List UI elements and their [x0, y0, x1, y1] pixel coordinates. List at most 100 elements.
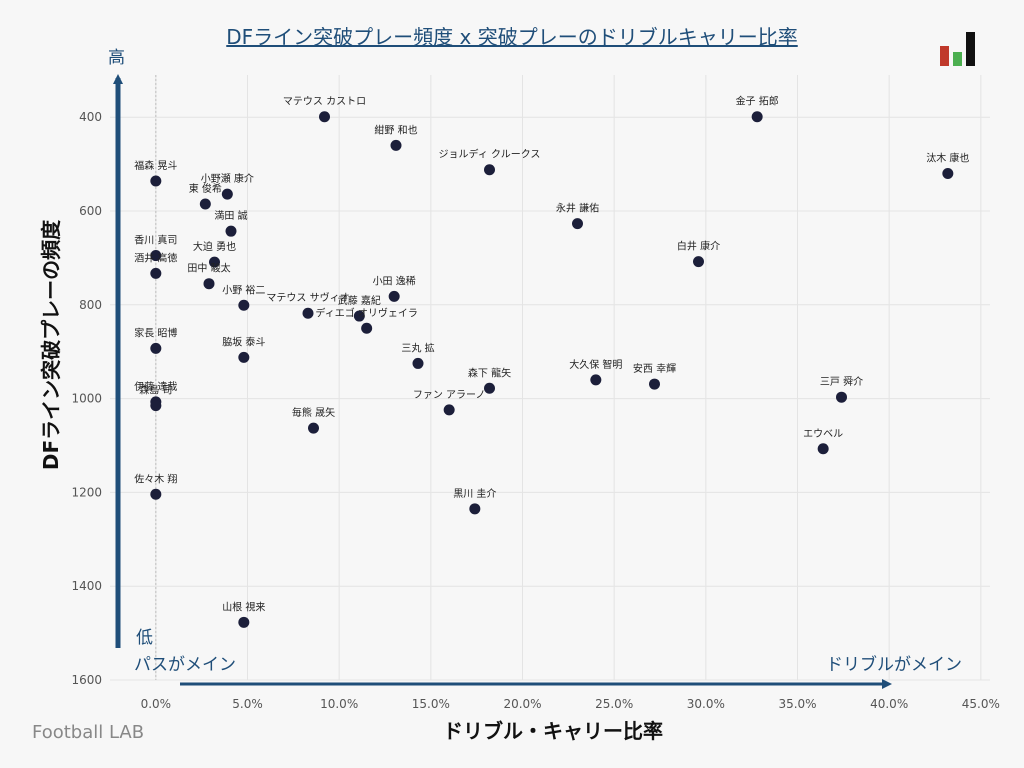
- data-point-marker[interactable]: [225, 225, 237, 237]
- data-point[interactable]: 香川 真司: [134, 234, 177, 262]
- data-point-marker[interactable]: [590, 374, 602, 386]
- data-point-marker[interactable]: [572, 218, 583, 230]
- data-point-marker[interactable]: [150, 250, 162, 262]
- data-point-label: 福森 晃斗: [134, 159, 177, 172]
- data-point-marker[interactable]: [817, 443, 829, 455]
- logo-red-bar: [940, 46, 949, 66]
- data-point-marker[interactable]: [836, 391, 847, 403]
- data-point-marker[interactable]: [302, 307, 314, 319]
- y-tick-label: 1200: [71, 485, 102, 499]
- data-point-marker[interactable]: [390, 139, 402, 151]
- data-point-marker[interactable]: [469, 503, 481, 515]
- data-point-marker[interactable]: [308, 422, 319, 434]
- data-point-marker[interactable]: [221, 188, 233, 200]
- data-point-marker[interactable]: [412, 357, 424, 369]
- data-point-marker[interactable]: [203, 278, 215, 290]
- data-point-marker[interactable]: [319, 111, 330, 123]
- data-point[interactable]: 三丸 拡: [401, 341, 435, 369]
- data-point[interactable]: 森島 司: [139, 384, 172, 412]
- data-point[interactable]: 大久保 智明: [569, 358, 622, 386]
- x-axis-title: ドリブル・キャリー比率: [443, 719, 663, 743]
- data-point-label: 白井 康介: [677, 240, 720, 253]
- data-point[interactable]: 小田 逸稀: [373, 274, 416, 302]
- data-point-marker[interactable]: [353, 310, 365, 322]
- data-point-label: 伊藤 達哉: [134, 381, 177, 393]
- data-point[interactable]: マテウス カストロ: [283, 96, 366, 123]
- logo-green-bar: [953, 52, 962, 66]
- data-point-marker[interactable]: [150, 175, 162, 187]
- data-point[interactable]: 武藤 嘉紀: [338, 294, 381, 322]
- data-point-label: 三戸 舜介: [820, 375, 863, 388]
- data-point[interactable]: 田中 駿太: [187, 262, 231, 290]
- x-tick-label: 0.0%: [141, 697, 172, 711]
- data-point-marker[interactable]: [238, 351, 250, 363]
- data-point-label: 香川 真司: [134, 234, 177, 247]
- data-point[interactable]: ファン アラーノ: [413, 389, 486, 416]
- data-point[interactable]: 佐々木 翔: [134, 472, 177, 500]
- data-point-label: 小野瀬 康介: [201, 172, 254, 185]
- data-point-marker[interactable]: [388, 290, 400, 302]
- data-point[interactable]: 毎熊 晟矢: [292, 406, 335, 434]
- y-axis-ticks: 400 600 800 1000 1200 1400 1600: [71, 110, 102, 687]
- data-point-label: 汰木 康也: [926, 151, 969, 164]
- data-point[interactable]: 安西 幸輝: [633, 362, 676, 390]
- data-point-marker[interactable]: [238, 616, 250, 628]
- data-point-label: 大迫 勇也: [193, 240, 236, 253]
- data-point-marker[interactable]: [649, 378, 660, 390]
- y-low-hint: 低: [136, 628, 153, 648]
- data-point[interactable]: 黒川 圭介: [453, 487, 496, 515]
- data-point[interactable]: 山根 視来: [222, 600, 265, 628]
- data-point[interactable]: エウベル: [803, 428, 843, 455]
- data-point[interactable]: 大迫 勇也: [193, 240, 236, 268]
- y-tick-label: 1600: [71, 673, 102, 687]
- data-point[interactable]: 金子 拓郎: [736, 95, 779, 123]
- data-point[interactable]: 永井 謙佑: [556, 202, 599, 230]
- data-point[interactable]: 紺野 和也: [374, 123, 418, 151]
- y-high-hint: 高: [108, 48, 125, 68]
- data-point[interactable]: 酒井 高徳: [134, 251, 177, 279]
- data-point-label: 森下 龍矢: [468, 366, 511, 379]
- data-point-label: エウベル: [803, 428, 843, 440]
- y-tick-label: 1000: [71, 392, 102, 406]
- data-point[interactable]: 東 俊希: [189, 182, 222, 210]
- data-point[interactable]: 小野 裕二: [222, 283, 265, 311]
- data-point-label: ディエゴ オリヴェイラ: [315, 306, 417, 319]
- data-point-marker[interactable]: [751, 111, 763, 123]
- y-tick-label: 800: [79, 298, 102, 312]
- data-point-marker[interactable]: [238, 299, 250, 311]
- data-point-marker[interactable]: [150, 342, 162, 354]
- data-point-marker[interactable]: [150, 267, 162, 279]
- data-point-marker[interactable]: [484, 382, 495, 394]
- data-point[interactable]: マテウス サヴィオ: [266, 291, 350, 319]
- data-point[interactable]: 小野瀬 康介: [201, 172, 254, 200]
- data-point-label: 紺野 和也: [374, 123, 417, 136]
- data-point-marker[interactable]: [150, 400, 162, 412]
- data-point-marker[interactable]: [150, 488, 162, 500]
- data-point[interactable]: 三戸 舜介: [820, 375, 863, 403]
- data-point[interactable]: 福森 晃斗: [134, 159, 177, 187]
- data-point-marker[interactable]: [693, 256, 704, 268]
- x-low-hint: パスがメイン: [134, 655, 236, 675]
- data-point-marker[interactable]: [361, 322, 373, 334]
- data-point[interactable]: ジョルディ クルークス: [439, 148, 541, 176]
- source-label: Football LAB: [32, 722, 144, 743]
- data-point[interactable]: 脇坂 泰斗: [222, 335, 265, 363]
- data-point[interactable]: ディエゴ オリヴェイラ: [315, 306, 418, 334]
- x-axis-ticks: 0.0% 5.0% 10.0% 15.0% 20.0% 25.0% 30.0% 35.0% 40…: [141, 697, 1000, 711]
- data-point[interactable]: 森下 龍矢: [468, 366, 511, 394]
- data-point-marker[interactable]: [209, 256, 220, 268]
- data-point-marker[interactable]: [484, 164, 495, 176]
- data-point-marker[interactable]: [199, 198, 211, 210]
- data-point-label: 佐々木 翔: [134, 472, 177, 485]
- data-point[interactable]: 汰木 康也: [926, 151, 969, 179]
- data-point[interactable]: 白井 康介: [677, 240, 720, 268]
- data-point-label: 山根 視来: [222, 600, 265, 613]
- data-point-marker[interactable]: [443, 404, 455, 416]
- data-point[interactable]: 家長 昭博: [134, 326, 177, 354]
- data-point-label: 家長 昭博: [134, 326, 177, 339]
- data-point-marker[interactable]: [942, 167, 954, 179]
- data-point[interactable]: 満田 誠: [214, 209, 248, 237]
